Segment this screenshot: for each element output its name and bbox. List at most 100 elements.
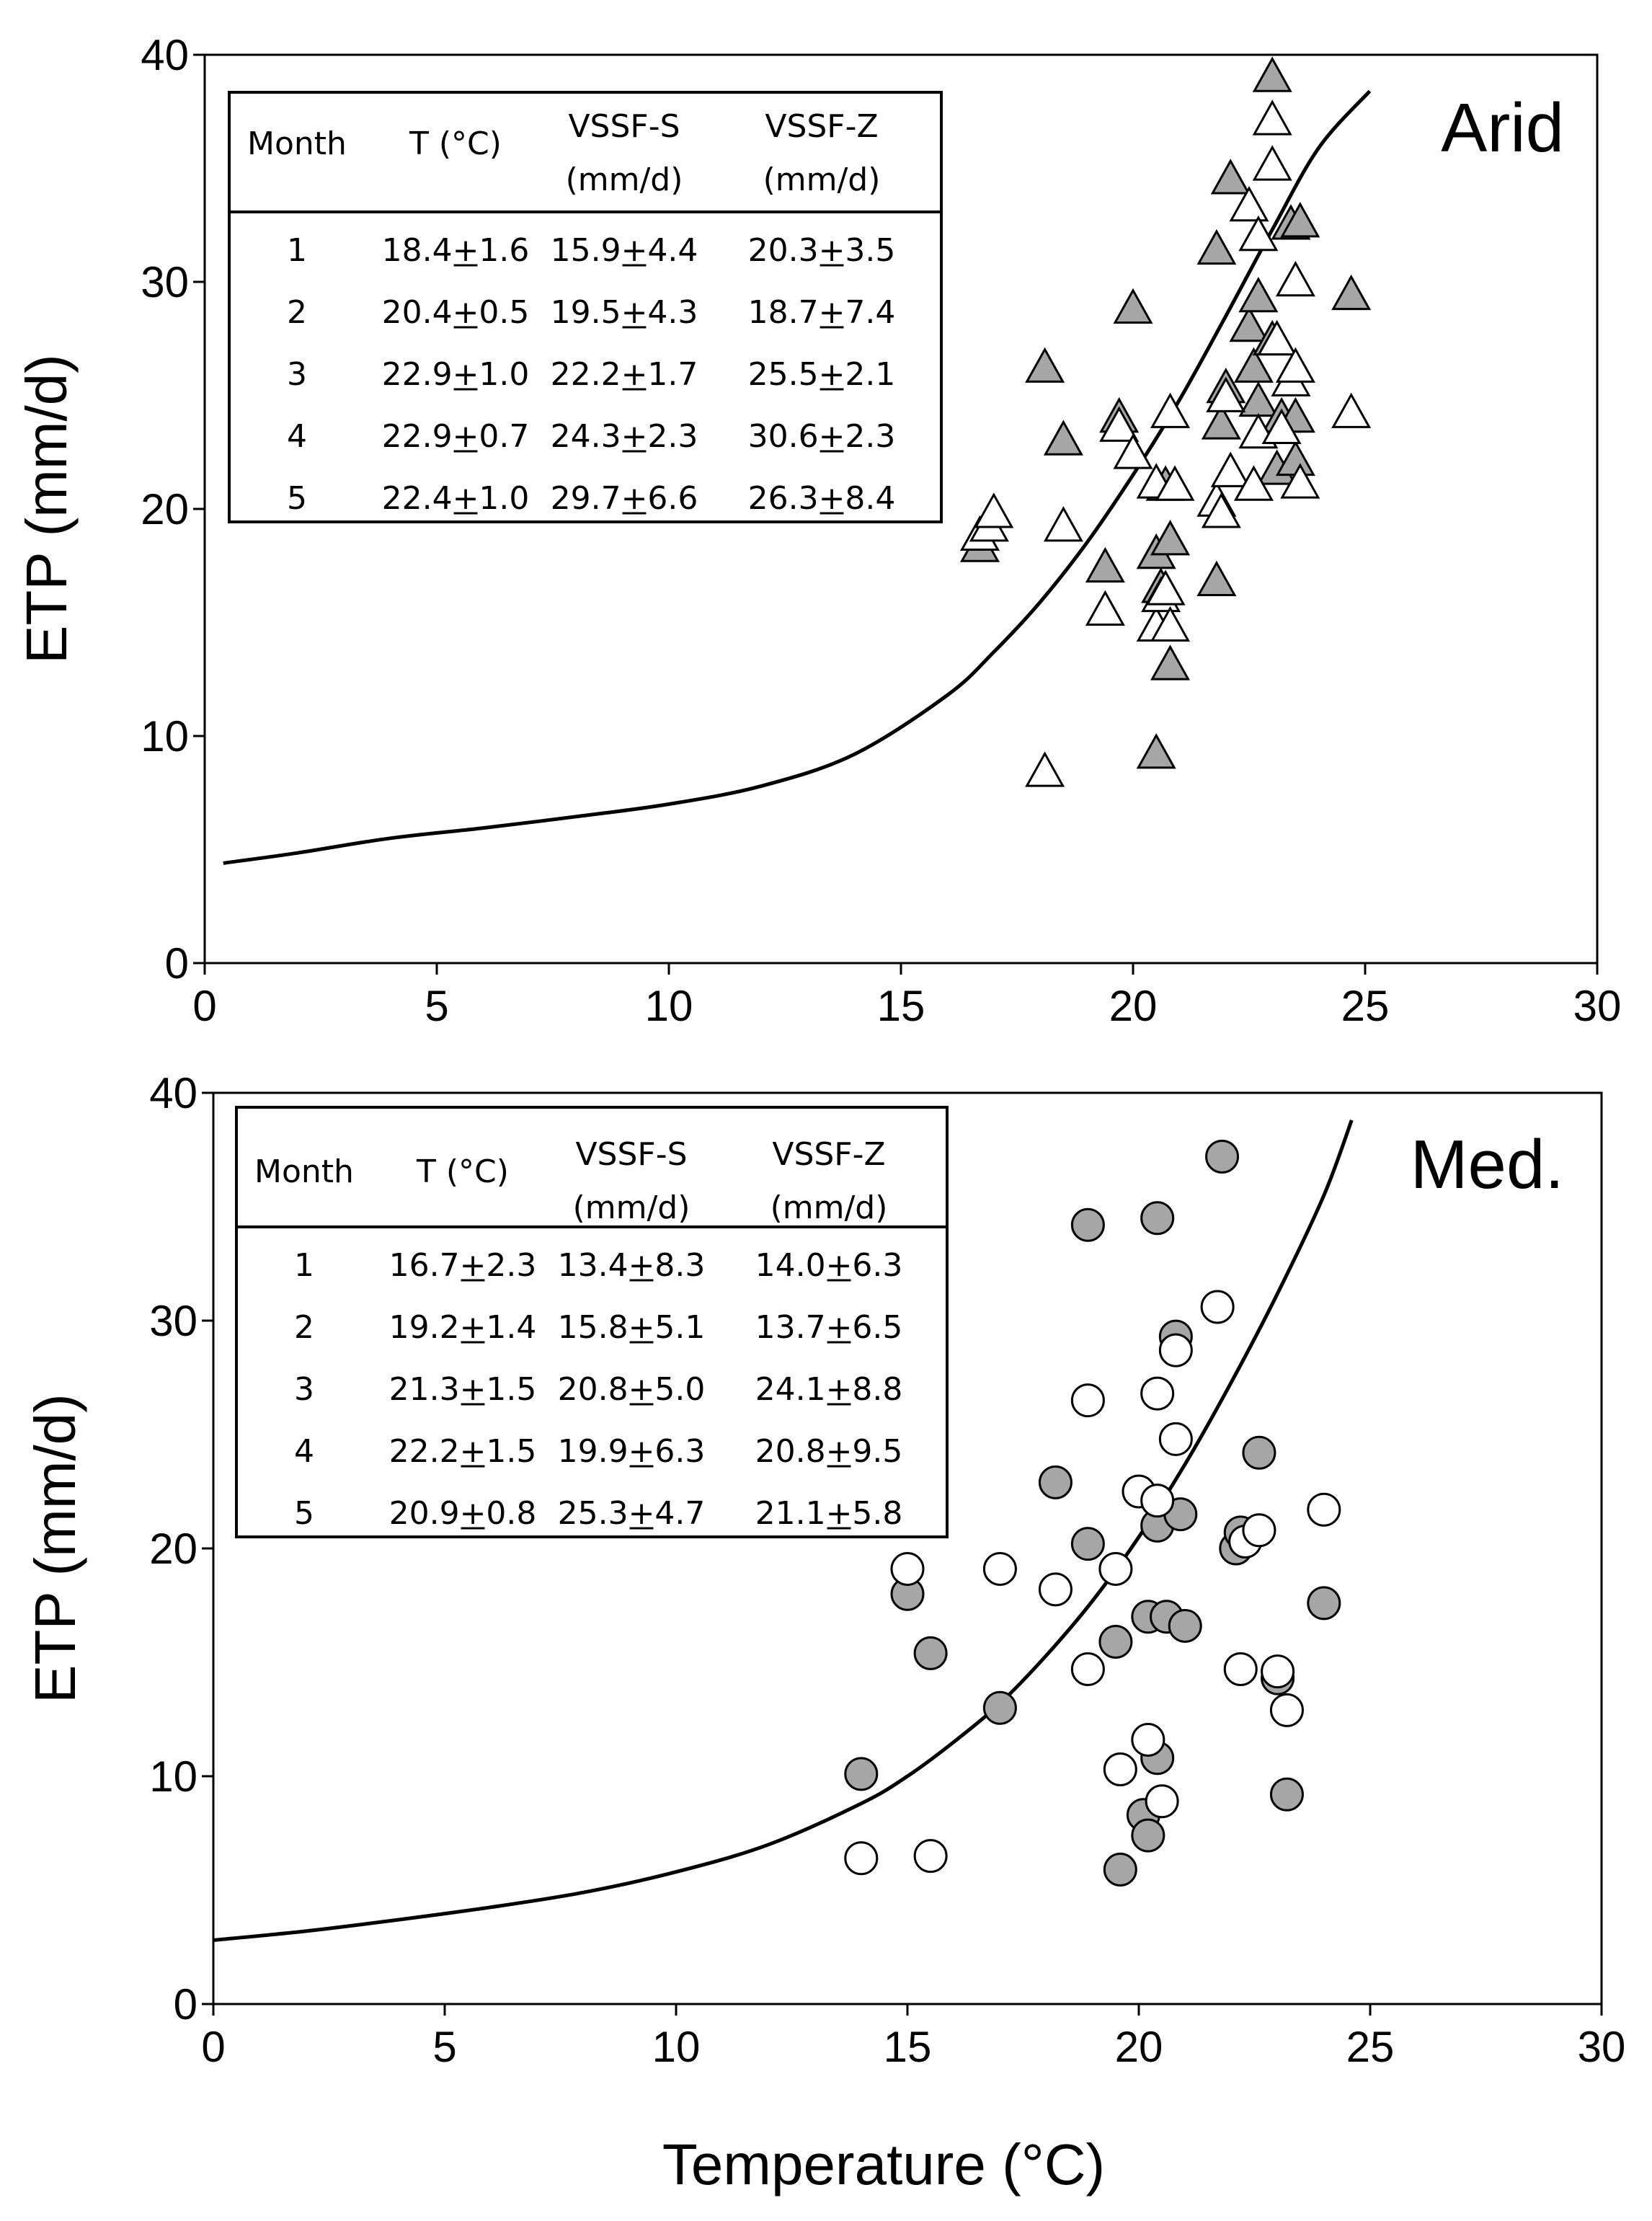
fit-curve-group xyxy=(223,89,1372,865)
filled-triangle-point xyxy=(1252,56,1292,92)
x-tick-label: 20 xyxy=(1115,2023,1163,2071)
open-triangle-point xyxy=(1201,492,1241,528)
open-triangle-point xyxy=(1331,392,1372,428)
filled-circle-point xyxy=(1103,1853,1137,1887)
table-value-cell: 25.3+4.7 xyxy=(558,1495,706,1532)
med-panel: Med. ETP (mm/d) Temperature (°C) 0 5 10 15 2… xyxy=(23,1069,1625,2196)
y-axis-title: ETP (mm/d) xyxy=(23,1393,87,1703)
open-triangle-point xyxy=(1150,392,1191,428)
table-month-cell: 3 xyxy=(287,356,307,393)
filled-triangle-point xyxy=(1238,381,1279,417)
filled-circle-point xyxy=(1269,1777,1304,1812)
table-value-cell: 18.4+1.6 xyxy=(382,232,530,269)
table-value-cell: 14.0+6.3 xyxy=(755,1247,903,1284)
x-tick-label: 5 xyxy=(432,2023,456,2071)
x-tick-label: 30 xyxy=(1573,982,1622,1030)
table-value-cell: 13.4+8.3 xyxy=(558,1247,706,1284)
y-tick-label: 0 xyxy=(165,939,189,988)
open-triangle-point xyxy=(1113,433,1153,469)
open-triangle-point xyxy=(1085,590,1125,626)
y-tick-label: 30 xyxy=(149,1297,197,1345)
table-value-cell: 15.8+5.1 xyxy=(558,1309,706,1346)
table-value-cell: 19.5+4.3 xyxy=(551,294,698,331)
table-month-cell: 1 xyxy=(294,1247,314,1284)
table-value-cell: 18.7+7.4 xyxy=(748,294,896,331)
x-tick-label: 25 xyxy=(1346,2023,1395,2071)
open-triangle-point xyxy=(1238,215,1279,252)
filled-triangle-point xyxy=(1233,347,1274,383)
open-triangle-point xyxy=(1229,185,1269,222)
table-month-cell: 5 xyxy=(287,480,307,517)
table-header: T (°C) xyxy=(409,125,502,162)
open-circle-point xyxy=(1200,1290,1235,1324)
filled-circle-point xyxy=(1307,1586,1341,1621)
y-tick-label: 30 xyxy=(141,258,189,306)
y-tick-label: 10 xyxy=(141,712,189,761)
open-triangle-point xyxy=(1206,376,1246,412)
filled-circle-point xyxy=(1038,1465,1073,1499)
table-value-cell: 20.9+0.8 xyxy=(389,1495,537,1532)
y-tick-label: 10 xyxy=(149,1752,197,1801)
open-triangle-point xyxy=(1275,260,1315,297)
open-circle-point xyxy=(982,1551,1017,1586)
x-tick-label: 15 xyxy=(877,982,925,1030)
open-circle-point xyxy=(1140,1376,1175,1411)
x-tick-label: 0 xyxy=(201,2023,225,2071)
table-month-cell: 4 xyxy=(287,418,307,455)
filled-triangle-point xyxy=(1229,306,1269,342)
open-circle-point xyxy=(1242,1513,1276,1548)
open-triangle-point xyxy=(1099,406,1140,442)
table-month-cell: 1 xyxy=(287,232,307,269)
y-tick-label: 40 xyxy=(141,31,189,79)
filled-triangle-point xyxy=(1196,229,1237,265)
open-circle-point xyxy=(1158,1422,1193,1456)
open-triangle-point xyxy=(1025,751,1065,787)
filled-triangle-point xyxy=(1201,404,1241,440)
y-tick-label: 0 xyxy=(174,1980,197,2029)
table-value-cell: 22.2+1.5 xyxy=(389,1433,537,1470)
x-tick-label: 30 xyxy=(1578,2023,1626,2071)
open-triangle-point xyxy=(1257,319,1297,356)
points-group xyxy=(959,56,1372,787)
table-value-cell: 13.7+6.5 xyxy=(755,1309,903,1346)
open-circle-point xyxy=(890,1551,925,1586)
fit-curve xyxy=(223,89,1372,865)
table-header: T (°C) xyxy=(416,1153,509,1190)
open-triangle-point xyxy=(1261,408,1302,444)
filled-triangle-point xyxy=(1113,288,1153,324)
table-header-unit: (mm/d) xyxy=(573,1189,690,1226)
open-triangle-point xyxy=(974,492,1014,528)
x-axis-title: Temperature (°C) xyxy=(662,2132,1105,2196)
filled-circle-point xyxy=(913,1636,948,1670)
open-triangle-point xyxy=(1150,606,1191,642)
table-header: VSSF-S xyxy=(575,1136,687,1173)
table-value-cell: 21.1+5.8 xyxy=(755,1495,903,1532)
y-tick-label: 20 xyxy=(149,1525,197,1573)
fit-curve-group xyxy=(213,1120,1354,1942)
open-circle-point xyxy=(1098,1551,1133,1586)
x-tick-label: 10 xyxy=(652,2023,701,2071)
open-triangle-point xyxy=(1280,463,1320,499)
filled-circle-point xyxy=(1098,1625,1133,1659)
table-header: VSSF-Z xyxy=(772,1136,885,1173)
filled-circle-point xyxy=(1070,1527,1105,1561)
open-circle-point xyxy=(913,1839,948,1874)
open-circle-point xyxy=(1038,1572,1073,1607)
open-triangle-point xyxy=(1275,347,1315,383)
x-tick-label: 0 xyxy=(192,982,216,1030)
filled-triangle-point xyxy=(1025,347,1065,383)
table-value-cell: 25.5+2.1 xyxy=(748,356,896,393)
region-label: Med. xyxy=(1411,1126,1564,1203)
table-month-cell: 4 xyxy=(294,1433,314,1470)
table-header: VSSF-S xyxy=(568,108,680,145)
filled-circle-point xyxy=(844,1757,879,1791)
table-value-cell: 22.2+1.7 xyxy=(551,356,698,393)
table-header: VSSF-Z xyxy=(765,108,878,145)
filled-triangle-point xyxy=(1238,276,1279,313)
open-circle-point xyxy=(1223,1652,1258,1686)
filled-triangle-point xyxy=(1331,274,1372,311)
table-value-cell: 24.1+8.8 xyxy=(755,1371,903,1408)
open-circle-point xyxy=(1131,1722,1165,1757)
